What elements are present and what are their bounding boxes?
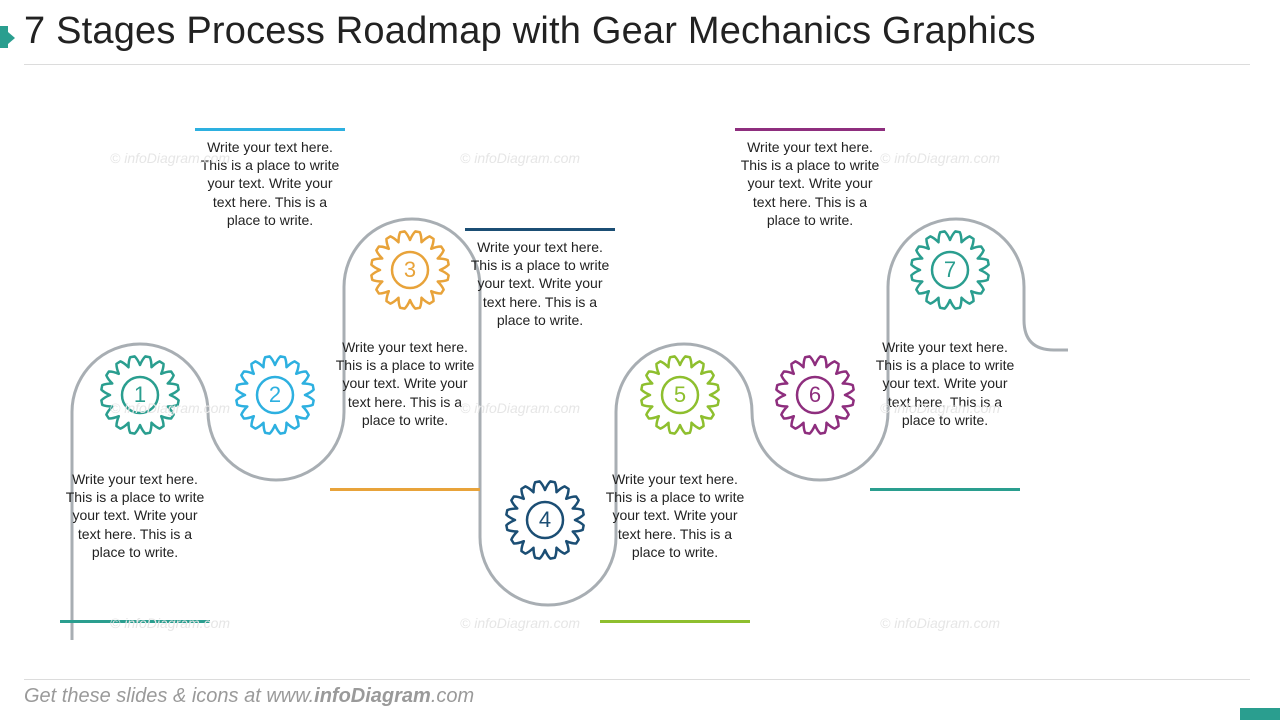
stage-text-6: Write your text here. This is a place to…	[735, 138, 885, 229]
stage-accent-line-5	[600, 620, 750, 623]
gear-icon-7: 7	[910, 230, 990, 310]
stage-number-3: 3	[370, 230, 450, 310]
page-title: 7 Stages Process Roadmap with Gear Mecha…	[24, 10, 1036, 53]
accent-bar	[0, 26, 8, 48]
footer-bold: infoDiagram	[314, 685, 431, 707]
bottom-accent	[1240, 708, 1280, 720]
stage-accent-line-7	[870, 488, 1020, 491]
title-underline	[24, 64, 1250, 65]
stage-accent-line-1	[60, 620, 210, 623]
footer-suffix: .com	[431, 685, 474, 707]
accent-arrow	[8, 32, 15, 44]
gear-icon-5: 5	[640, 355, 720, 435]
footer-text: Get these slides & icons at www.infoDiag…	[24, 685, 474, 708]
stage-text-3: Write your text here. This is a place to…	[330, 338, 480, 429]
slide: 7 Stages Process Roadmap with Gear Mecha…	[0, 0, 1280, 720]
stage-number-6: 6	[775, 355, 855, 435]
stage-number-4: 4	[505, 480, 585, 560]
stage-text-2: Write your text here. This is a place to…	[195, 138, 345, 229]
stage-number-5: 5	[640, 355, 720, 435]
stage-accent-line-4	[465, 228, 615, 231]
gear-icon-3: 3	[370, 230, 450, 310]
stage-accent-line-3	[330, 488, 480, 491]
stage-accent-line-2	[195, 128, 345, 131]
footer-divider	[24, 679, 1250, 680]
stage-text-1: Write your text here. This is a place to…	[60, 470, 210, 561]
stage-text-7: Write your text here. This is a place to…	[870, 338, 1020, 429]
gear-icon-1: 1	[100, 355, 180, 435]
gear-icon-6: 6	[775, 355, 855, 435]
stage-number-7: 7	[910, 230, 990, 310]
stage-accent-line-6	[735, 128, 885, 131]
stage-text-4: Write your text here. This is a place to…	[465, 238, 615, 329]
gear-icon-4: 4	[505, 480, 585, 560]
roadmap-diagram: 1 Write your text here. This is a place t…	[0, 80, 1280, 640]
stage-number-1: 1	[100, 355, 180, 435]
gear-icon-2: 2	[235, 355, 315, 435]
footer-prefix: Get these slides & icons at www.	[24, 685, 314, 707]
stage-text-5: Write your text here. This is a place to…	[600, 470, 750, 561]
stage-number-2: 2	[235, 355, 315, 435]
